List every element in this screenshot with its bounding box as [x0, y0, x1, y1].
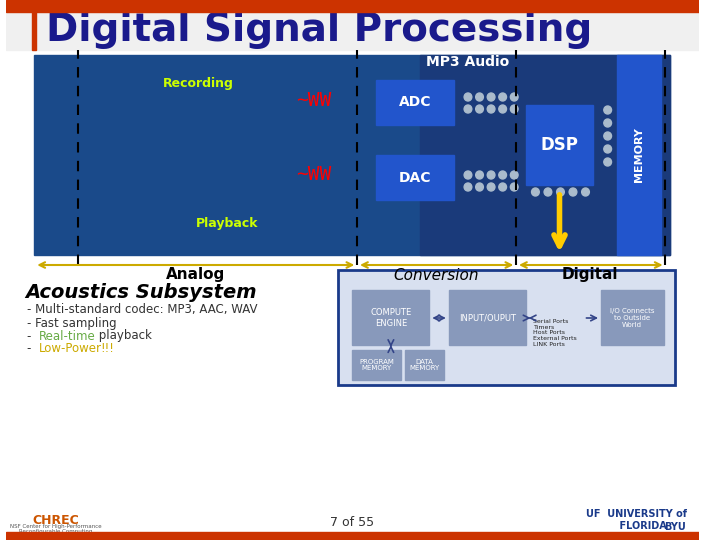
Circle shape [510, 171, 518, 179]
Text: INPUT/OUPUT: INPUT/OUPUT [459, 314, 516, 322]
Bar [601, 290, 664, 345]
Text: !!!: !!! [100, 342, 114, 355]
Circle shape [569, 188, 577, 196]
Circle shape [476, 105, 483, 113]
Bar [35, 55, 670, 255]
Bar [6, 532, 699, 540]
Text: PROGRAM
MEMORY: PROGRAM MEMORY [359, 359, 394, 372]
Text: BYU: BYU [665, 522, 686, 532]
Text: DAC: DAC [399, 171, 431, 185]
Text: ~WW: ~WW [296, 91, 331, 110]
Circle shape [510, 183, 518, 191]
Bar [377, 80, 454, 125]
Bar [352, 290, 429, 345]
Circle shape [476, 183, 483, 191]
Text: ~WW: ~WW [296, 165, 331, 185]
Circle shape [487, 105, 495, 113]
Text: -: - [27, 342, 35, 355]
Circle shape [464, 171, 472, 179]
Circle shape [464, 183, 472, 191]
Circle shape [487, 171, 495, 179]
Circle shape [476, 93, 483, 101]
Circle shape [604, 145, 611, 153]
Circle shape [604, 158, 611, 166]
Circle shape [604, 106, 611, 114]
Circle shape [499, 105, 506, 113]
Text: - Fast sampling: - Fast sampling [27, 316, 117, 329]
Text: 7 of 55: 7 of 55 [330, 516, 374, 529]
Circle shape [510, 105, 518, 113]
Bar [6, 12, 699, 50]
FancyBboxPatch shape [338, 270, 675, 385]
Bar [6, 0, 699, 12]
Text: -: - [27, 329, 35, 342]
Bar [449, 290, 526, 345]
Circle shape [499, 93, 506, 101]
Bar [420, 55, 670, 255]
Circle shape [499, 183, 506, 191]
Bar [352, 350, 400, 380]
Text: COMPUTE
ENGINE: COMPUTE ENGINE [370, 308, 412, 328]
Text: - Multi-standard codec: MP3, AAC, WAV: - Multi-standard codec: MP3, AAC, WAV [27, 303, 257, 316]
Bar [617, 55, 661, 255]
Text: CHREC: CHREC [32, 514, 79, 526]
Text: Analog: Analog [166, 267, 225, 282]
Circle shape [476, 171, 483, 179]
Circle shape [510, 93, 518, 101]
Circle shape [604, 119, 611, 127]
Circle shape [544, 188, 552, 196]
Text: I/O Connects
to Outside
World: I/O Connects to Outside World [610, 308, 654, 328]
Text: playback: playback [95, 329, 152, 342]
Text: ADC: ADC [399, 95, 431, 109]
Bar [377, 155, 454, 200]
Text: Playback: Playback [196, 218, 258, 231]
Circle shape [531, 188, 539, 196]
Text: Digital Signal Processing: Digital Signal Processing [46, 11, 593, 49]
Text: NSF Center for High-Performance
Reconfigurable Computing: NSF Center for High-Performance Reconfig… [10, 524, 102, 535]
Circle shape [487, 93, 495, 101]
Text: Recording: Recording [163, 78, 234, 91]
Circle shape [487, 183, 495, 191]
Circle shape [464, 105, 472, 113]
Text: Conversion: Conversion [393, 267, 479, 282]
Text: Low-Power: Low-Power [39, 342, 102, 355]
Text: MP3 Audio: MP3 Audio [426, 55, 510, 69]
Bar [405, 350, 444, 380]
Text: Digital: Digital [562, 267, 618, 282]
Circle shape [604, 132, 611, 140]
Text: MEMORY: MEMORY [634, 127, 644, 183]
Bar [526, 105, 593, 185]
Circle shape [557, 188, 564, 196]
Text: Acoustics Subsystem: Acoustics Subsystem [24, 282, 256, 301]
Circle shape [582, 188, 590, 196]
Circle shape [464, 93, 472, 101]
Text: Real-time: Real-time [39, 329, 96, 342]
Bar [32, 12, 36, 50]
Text: DATA
MEMORY: DATA MEMORY [410, 359, 440, 372]
Text: DSP: DSP [541, 136, 578, 154]
Circle shape [499, 171, 506, 179]
Text: Serial Ports
Timers
Host Ports
External Ports
LINK Ports: Serial Ports Timers Host Ports External … [534, 319, 577, 347]
Text: UF  UNIVERSITY of
    FLORIDA: UF UNIVERSITY of FLORIDA [586, 509, 687, 531]
